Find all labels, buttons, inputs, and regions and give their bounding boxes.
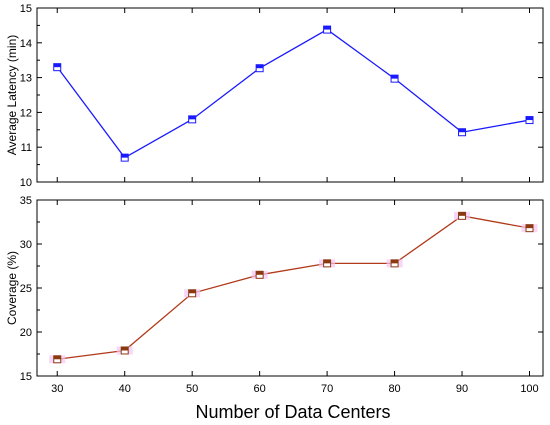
data-point [386,259,403,268]
y-tick-label: 25 [20,283,32,295]
data-point [319,259,336,268]
series-line [56,28,530,159]
x-axis: 30 40 50 60 70 80 90 100 [51,383,539,395]
point-marker-fill [526,224,534,229]
y-tick-label: 12 [20,107,32,119]
x-tick-label: 40 [119,383,131,395]
y-tick-label: 20 [20,327,32,339]
point-marker-fill [323,26,331,30]
x-tick-label: 50 [186,383,198,395]
y-tick-label: 10 [20,177,32,189]
point-marker-fill [458,212,466,216]
plot-frame [36,7,544,183]
y-tick-label: 15 [20,3,32,15]
data-point [188,115,197,124]
point-marker-fill [256,64,264,69]
y-tick-label: 30 [20,239,32,251]
point-marker-fill [323,259,331,264]
data-point [525,116,534,125]
point-marker-fill [526,116,534,121]
point-marker-fill [121,154,129,158]
point-marker-fill [53,355,61,360]
x-axis-label: Number of Data Centers [195,402,390,422]
point-marker-fill [188,289,196,294]
data-point [255,64,264,73]
x-tick-label: 70 [321,383,333,395]
data-point [458,128,467,137]
x-tick-label: 60 [254,383,266,395]
y-axis-label: Coverage (%) [5,251,19,325]
data-point [53,63,62,72]
point-marker-fill [391,75,399,79]
x-tick-label: 30 [51,383,63,395]
data-point [251,270,268,279]
data-point [323,25,332,34]
y-tick-label: 35 [20,195,32,207]
point-marker-fill [391,259,399,264]
data-point [184,289,201,298]
coverage-panel: 15 20 25 30 35 Coverage (%) [5,195,544,383]
point-marker-fill [121,346,129,351]
y-tick-label: 14 [20,38,32,50]
data-point [49,355,66,364]
data-point [116,346,133,355]
x-tick-label: 100 [520,383,538,395]
data-point [120,153,129,162]
y-tick-label: 13 [20,73,32,85]
y-axis-label: Average Latency (min) [5,35,19,156]
data-point [454,211,471,220]
x-tick-label: 80 [388,383,400,395]
x-tick-label: 90 [456,383,468,395]
latency-panel: 10 11 12 13 14 15 Average Latency (min) [5,3,544,189]
point-marker-fill [256,271,264,275]
point-marker-fill [188,115,196,120]
point-marker-fill [458,128,466,133]
data-point [521,224,538,233]
point-marker-fill [53,63,61,68]
series-line [57,215,530,360]
plot-frame [36,199,544,377]
y-tick-label: 15 [20,371,32,383]
data-point [390,74,399,83]
y-tick-label: 11 [21,142,32,154]
